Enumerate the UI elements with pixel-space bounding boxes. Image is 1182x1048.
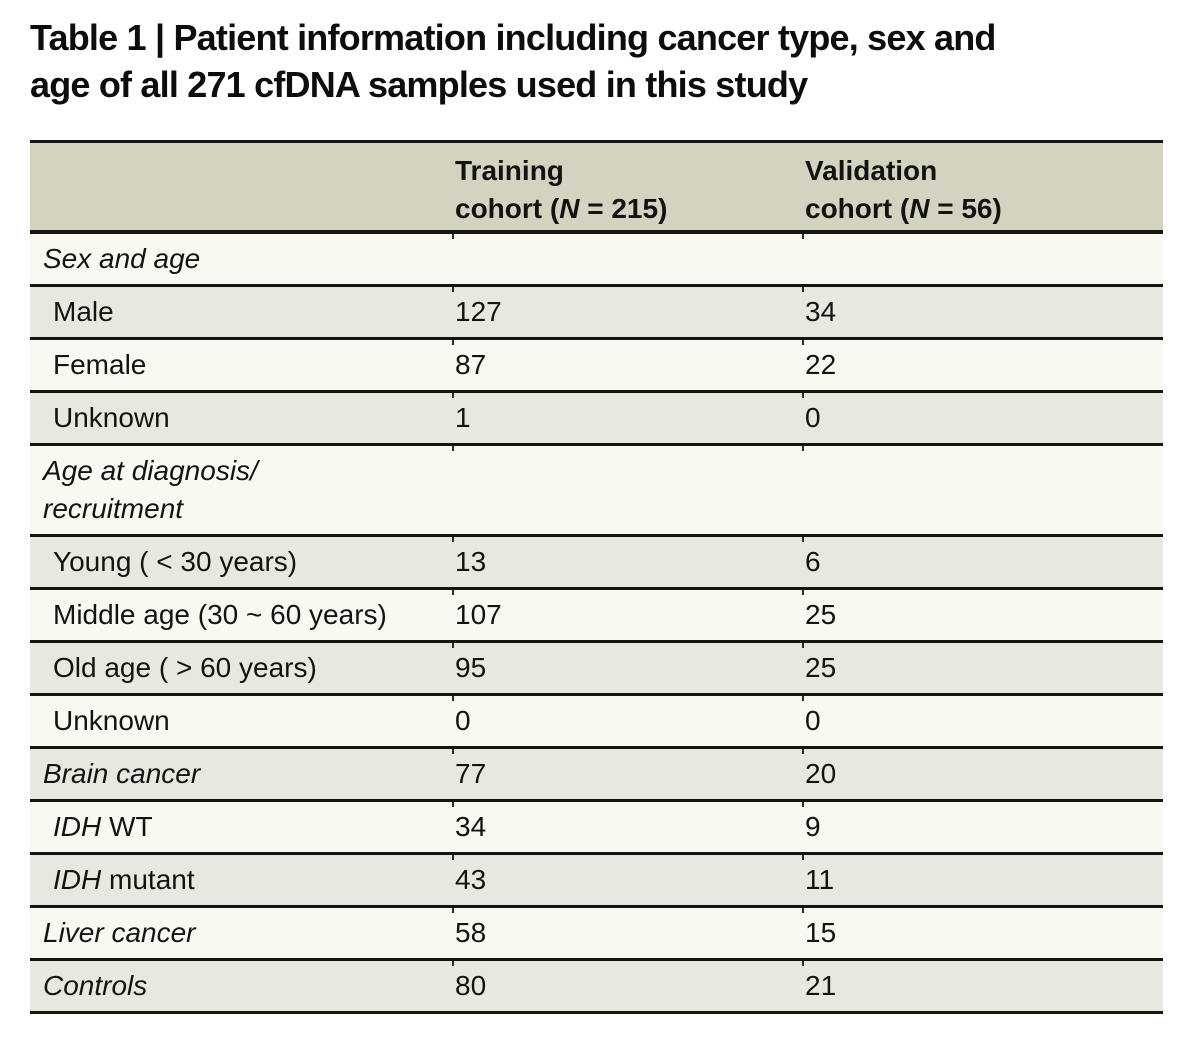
training-value: 34 xyxy=(455,811,487,842)
row-label: Female xyxy=(30,346,455,384)
label-text: Middle age (30 ~ 60 years) xyxy=(53,599,387,630)
training-value: 80 xyxy=(455,970,487,1001)
label-text: WT xyxy=(101,811,153,842)
label-text: Female xyxy=(53,349,147,380)
row-label: Middle age (30 ~ 60 years) xyxy=(30,596,455,634)
training-value: 127 xyxy=(455,296,502,327)
label-text: mutant xyxy=(101,864,195,895)
validation-cohort-text: cohort ( xyxy=(805,193,910,224)
validation-value: 25 xyxy=(805,652,837,683)
validation-value: 6 xyxy=(805,546,821,577)
training-value: 43 xyxy=(455,864,487,895)
training-value: 107 xyxy=(455,599,502,630)
row-label: Unknown xyxy=(30,702,455,740)
table-title-line2: age of all 271 cfDNA samples used in thi… xyxy=(30,64,808,105)
label-text: Liver cancer xyxy=(43,917,196,948)
training-n-symbol: N xyxy=(559,193,580,224)
table-body: Sex and age Male 127 34 Female 87 22 Unknown 1 0 A… xyxy=(30,234,1163,1014)
row-label: Unknown xyxy=(30,399,455,437)
validation-cohort-label-line2: cohort (N = 56) xyxy=(805,190,1163,228)
label-text: Controls xyxy=(43,970,148,1001)
row-label: Brain cancer xyxy=(30,755,455,793)
training-cohort-label-line2: cohort (N = 215) xyxy=(455,190,805,228)
table-row-male: Male 127 34 xyxy=(30,287,1163,340)
table-row-age-at-diagnosis: Age at diagnosis/recruitment xyxy=(30,446,1163,537)
training-value: 77 xyxy=(455,758,487,789)
table-row-idh-mutant: IDH mutant 43 11 xyxy=(30,855,1163,908)
header-empty-cell xyxy=(30,152,455,230)
label-text: Male xyxy=(53,296,114,327)
label-text: recruitment xyxy=(43,493,184,524)
validation-cohort-label-line1: Validation xyxy=(805,155,938,186)
table-header-row: Training cohort (N = 215) Validation coh… xyxy=(30,143,1163,234)
row-label: Male xyxy=(30,293,455,331)
training-cohort-label-line1: Training xyxy=(455,155,564,186)
training-value: 87 xyxy=(455,349,487,380)
table-row-sex-and-age: Sex and age xyxy=(30,234,1163,287)
table-row-young: Young ( < 30 years) 13 6 xyxy=(30,537,1163,590)
training-value: 58 xyxy=(455,917,487,948)
validation-n-symbol: N xyxy=(909,193,930,224)
label-text: Age at diagnosis/ xyxy=(43,455,258,486)
label-text: Brain cancer xyxy=(43,758,201,789)
table-row-brain-cancer: Brain cancer 77 20 xyxy=(30,749,1163,802)
label-text: Unknown xyxy=(53,402,170,433)
label-text: Sex and age xyxy=(43,243,201,274)
validation-value: 34 xyxy=(805,296,837,327)
label-text: Unknown xyxy=(53,705,170,736)
label-text: IDH xyxy=(53,811,102,842)
training-value: 1 xyxy=(455,402,471,433)
validation-value: 21 xyxy=(805,970,837,1001)
header-validation-cohort: Validation cohort (N = 56) xyxy=(805,152,1163,230)
row-label: Old age ( > 60 years) xyxy=(30,649,455,687)
validation-value: 11 xyxy=(805,864,835,895)
table-row-old-age: Old age ( > 60 years) 95 25 xyxy=(30,643,1163,696)
validation-value: 15 xyxy=(805,917,837,948)
table-row-controls: Controls 80 21 xyxy=(30,961,1163,1014)
validation-n-value: = 56) xyxy=(929,193,1002,224)
label-text: Old age ( > 60 years) xyxy=(53,652,317,683)
patient-info-table: Training cohort (N = 215) Validation coh… xyxy=(30,140,1163,1014)
row-label: Liver cancer xyxy=(30,914,455,952)
training-value: 13 xyxy=(455,546,487,577)
row-label: Sex and age xyxy=(30,240,455,278)
validation-value: 9 xyxy=(805,811,821,842)
table-row-liver-cancer: Liver cancer 58 15 xyxy=(30,908,1163,961)
validation-value: 0 xyxy=(805,705,821,736)
training-value: 0 xyxy=(455,705,471,736)
table-row-middle-age: Middle age (30 ~ 60 years) 107 25 xyxy=(30,590,1163,643)
training-value: 95 xyxy=(455,652,487,683)
row-label: IDH mutant xyxy=(30,861,455,899)
validation-value: 0 xyxy=(805,402,821,433)
table-row-female: Female 87 22 xyxy=(30,340,1163,393)
label-text: IDH xyxy=(53,864,102,895)
label-text: Young ( < 30 years) xyxy=(53,546,298,577)
training-cohort-text: cohort ( xyxy=(455,193,560,224)
validation-value: 25 xyxy=(805,599,837,630)
table-row-unknown-age: Unknown 0 0 xyxy=(30,696,1163,749)
validation-value: 22 xyxy=(805,349,837,380)
row-label: Controls xyxy=(30,967,455,1005)
header-training-cohort: Training cohort (N = 215) xyxy=(455,152,805,230)
table-row-idh-wt: IDH WT 34 9 xyxy=(30,802,1163,855)
table-row-unknown-sex: Unknown 1 0 xyxy=(30,393,1163,446)
row-label: Young ( < 30 years) xyxy=(30,543,455,581)
table-title-line1: Table 1 | Patient information including … xyxy=(30,17,996,58)
table-title: Table 1 | Patient information including … xyxy=(30,14,1170,108)
row-label: Age at diagnosis/recruitment xyxy=(30,452,455,528)
training-n-value: = 215) xyxy=(579,193,668,224)
validation-value: 20 xyxy=(805,758,837,789)
row-label: IDH WT xyxy=(30,808,455,846)
